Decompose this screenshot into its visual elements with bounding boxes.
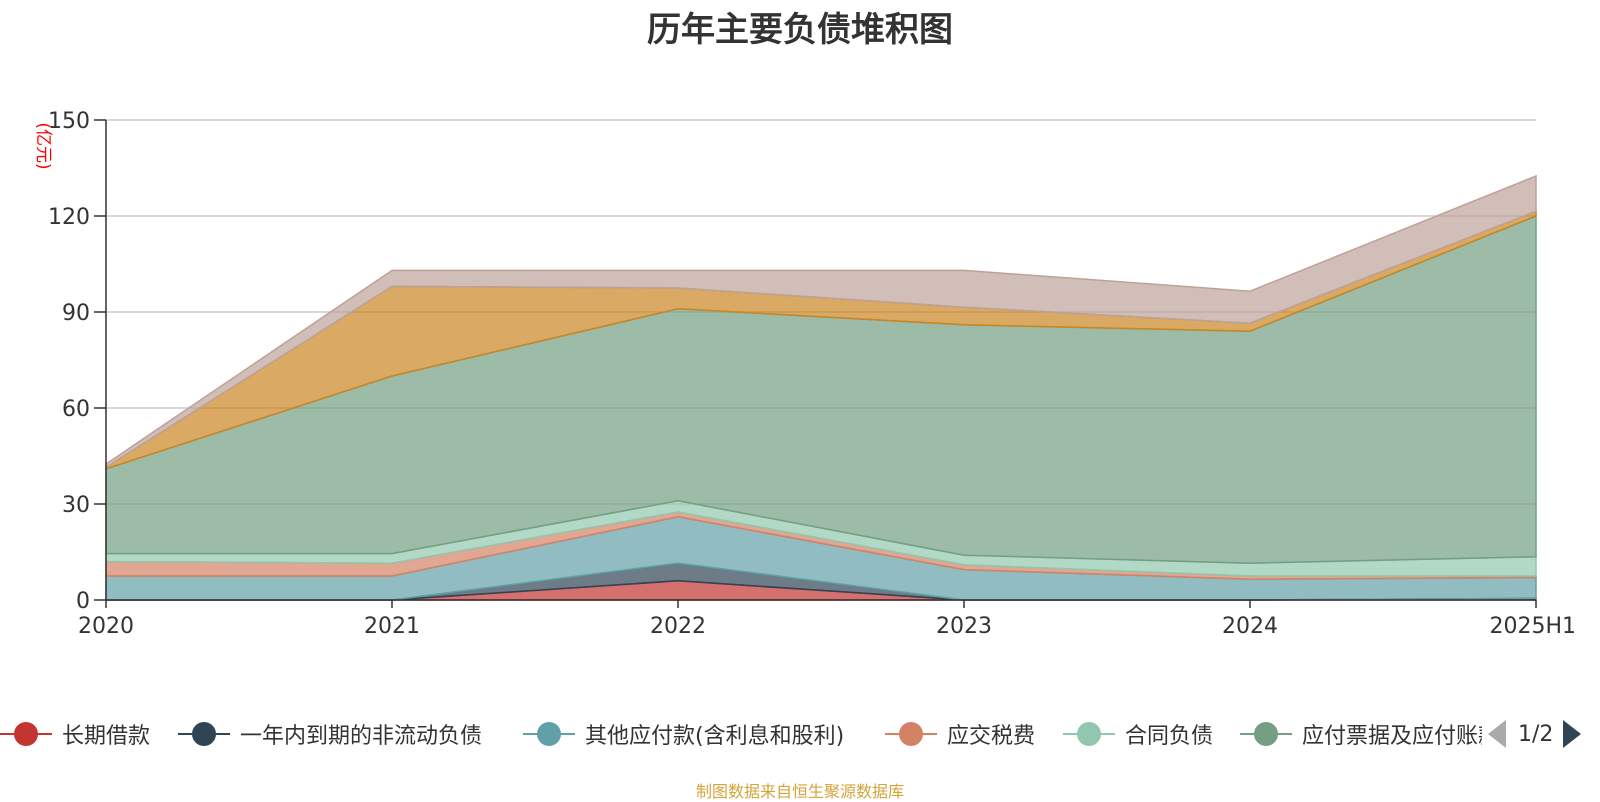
legend-label: 应付票据及应付账款 bbox=[1302, 724, 1482, 749]
x-tick-label: 2025H1 bbox=[1489, 614, 1576, 639]
source-note: 制图数据来自恒生聚源数据库 bbox=[695, 782, 904, 801]
x-tick-label: 2020 bbox=[78, 614, 134, 639]
legend-marker-icon bbox=[885, 719, 937, 749]
legend-marker-icon bbox=[523, 719, 575, 749]
legend-label: 应交税费 bbox=[947, 724, 1036, 749]
y-tick-label: 120 bbox=[48, 205, 90, 230]
legend-label: 一年内到期的非流动负债 bbox=[240, 724, 483, 749]
legend-label: 长期借款 bbox=[62, 724, 151, 749]
legend-page-indicator: 1/2 bbox=[1518, 721, 1554, 747]
legend-prev-icon[interactable] bbox=[1488, 720, 1506, 748]
y-tick-label: 150 bbox=[48, 109, 90, 134]
legend-items: 长期借款 一年内到期的非流动负债 其他应付款(含利息和股利) 应交税费 合同负债 应付票据… bbox=[0, 716, 1482, 752]
legend-item[interactable]: 长期借款 bbox=[0, 716, 150, 752]
area-series bbox=[105, 174, 1537, 601]
x-tick-label: 2023 bbox=[936, 614, 992, 639]
legend-label: 合同负债 bbox=[1125, 724, 1214, 749]
legend-pager: 1/2 bbox=[1488, 716, 1582, 752]
area-series-8 bbox=[105, 174, 1537, 469]
legend-marker-icon bbox=[0, 719, 52, 749]
legend-item[interactable]: 应交税费 bbox=[885, 716, 1035, 752]
x-tick-label: 2024 bbox=[1222, 614, 1278, 639]
y-tick-label: 60 bbox=[62, 397, 90, 422]
y-tick-label: 30 bbox=[62, 493, 90, 518]
legend-marker-icon bbox=[1063, 719, 1115, 749]
legend-item[interactable]: 应付票据及应付账款 bbox=[1240, 716, 1482, 752]
legend-item[interactable]: 一年内到期的非流动负债 bbox=[178, 716, 482, 752]
legend: 长期借款 一年内到期的非流动负债 其他应付款(含利息和股利) 应交税费 合同负债 应付票据… bbox=[0, 716, 1600, 752]
x-tick-label: 2022 bbox=[650, 614, 706, 639]
legend-next-icon[interactable] bbox=[1563, 720, 1582, 748]
y-axis-unit-label: (亿元) bbox=[33, 122, 53, 169]
chart-title: 历年主要负债堆积图 bbox=[647, 10, 953, 50]
legend-item[interactable]: 其他应付款(含利息和股利) bbox=[523, 716, 844, 752]
legend-item[interactable]: 合同负债 bbox=[1063, 716, 1213, 752]
y-tick-label: 0 bbox=[76, 589, 90, 614]
axes: 0 30 60 90 120 150 2020 2021 2022 2023 2024 2025H1 bbox=[48, 109, 1576, 639]
legend-label: 其他应付款(含利息和股利) bbox=[585, 724, 845, 749]
legend-marker-icon bbox=[178, 719, 230, 749]
y-tick-label: 90 bbox=[62, 301, 90, 326]
x-tick-label: 2021 bbox=[364, 614, 420, 639]
legend-marker-icon bbox=[1240, 719, 1292, 749]
